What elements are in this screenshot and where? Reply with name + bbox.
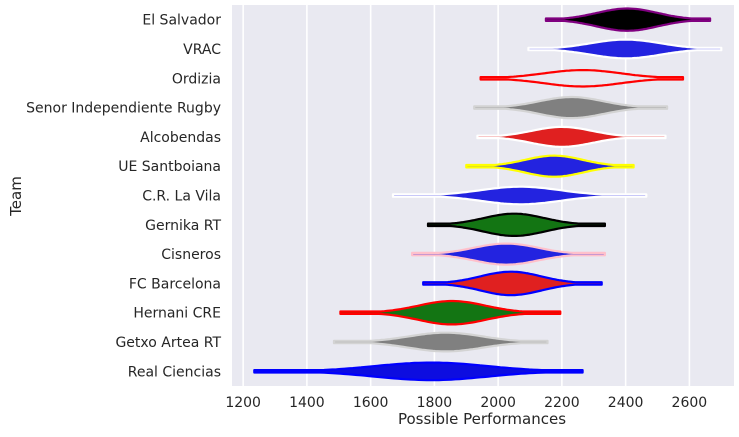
violin-cisneros [411, 242, 606, 266]
y-tick-label: Alcobendas [140, 130, 221, 146]
y-tick-label: UE Santboiana [118, 159, 221, 175]
y-tick-label: Gernika RT [145, 218, 221, 234]
violin-ordizia [479, 69, 685, 88]
y-tick-label: VRAC [183, 42, 221, 58]
y-tick-label: C.R. La Vila [142, 189, 221, 205]
x-tick-label: 1800 [417, 395, 453, 411]
violin-gernika-rt [426, 212, 606, 237]
y-tick-label: Hernani CRE [133, 306, 221, 322]
x-tick-label: 2000 [480, 395, 516, 411]
violin-alcobendas [476, 125, 667, 148]
y-tick-label: Ordizia [172, 71, 221, 87]
violin-el-salvador [544, 7, 712, 32]
violin-real-ciencias [253, 361, 584, 382]
y-tick-label: El Salvador [142, 13, 221, 29]
x-tick-labels: 1200 1400 1600 1800 2000 2200 2400 2600 [225, 395, 707, 411]
violin-senor-independiente-rugby [473, 95, 669, 120]
violin-vrac [527, 38, 723, 60]
x-tick-label: 2400 [608, 395, 644, 411]
x-tick-label: 2600 [672, 395, 708, 411]
x-tick-label: 1600 [353, 395, 389, 411]
y-tick-label: Cisneros [161, 247, 221, 263]
violin-fc-barcelona [422, 270, 603, 297]
y-tick-label: FC Barcelona [129, 276, 221, 292]
violins [253, 7, 723, 382]
y-tick-labels: El Salvador VRAC Ordizia Senor Independient… [26, 13, 221, 381]
violin-getxo-artea-rt [332, 331, 549, 353]
y-tick-label: Real Ciencias [128, 364, 221, 380]
violin-ue-santboiana [465, 154, 635, 178]
y-tick-label: Getxo Artea RT [115, 335, 221, 351]
x-tick-label: 2200 [544, 395, 580, 411]
x-axis-title: Possible Performances [398, 410, 566, 428]
violin-hernani-cre [339, 299, 562, 326]
y-tick-label: Senor Independiente Rugby [26, 101, 221, 117]
x-tick-label: 1200 [225, 395, 261, 411]
y-axis-title: Team [7, 176, 25, 217]
violin-c-r-la-vila [391, 185, 648, 206]
x-tick-label: 1400 [289, 395, 325, 411]
